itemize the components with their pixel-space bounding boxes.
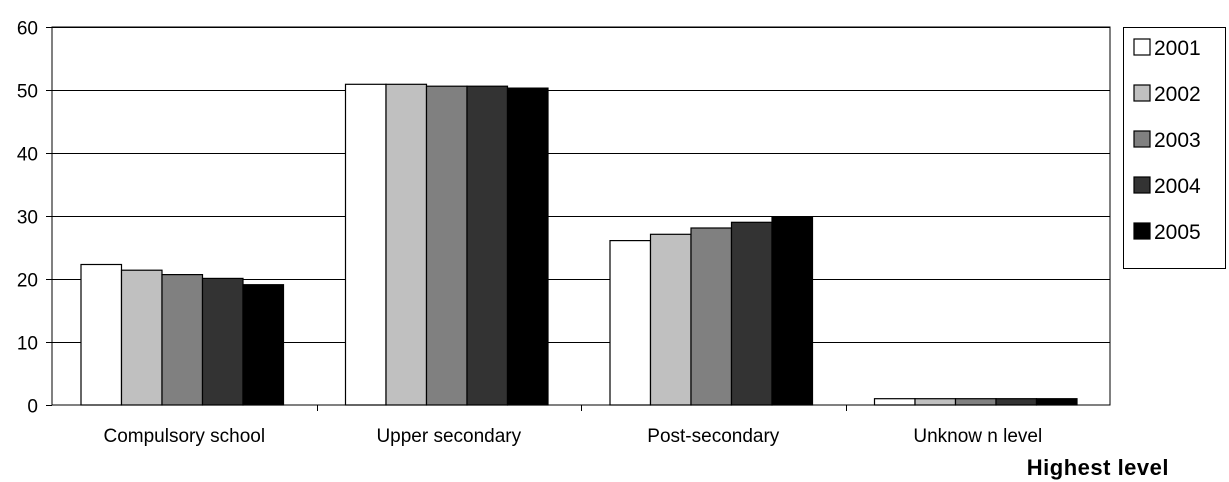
bar bbox=[649, 233, 692, 406]
bar bbox=[344, 83, 387, 406]
bar bbox=[730, 221, 773, 406]
bar bbox=[120, 269, 163, 406]
x-tick-label: Post-secondary bbox=[647, 426, 780, 447]
bar bbox=[161, 274, 204, 406]
legend-swatch bbox=[1133, 222, 1151, 240]
legend-swatch bbox=[1133, 130, 1151, 148]
legend-label: 2004 bbox=[1154, 175, 1201, 198]
bar bbox=[385, 83, 428, 406]
x-tick-label: Compulsory school bbox=[104, 426, 266, 447]
y-tick-label: 30 bbox=[17, 208, 38, 229]
bar bbox=[242, 284, 285, 406]
y-axis-ticks: 0 10 20 30 40 50 60 bbox=[17, 19, 52, 418]
x-axis-ticks: Compulsory school Upper secondary Post-sec… bbox=[104, 405, 1042, 447]
y-tick-label: 0 bbox=[27, 397, 38, 418]
bar bbox=[873, 398, 916, 406]
x-tick-label: Unknow n level bbox=[913, 426, 1042, 447]
bar bbox=[954, 398, 997, 406]
legend-label: 2005 bbox=[1154, 221, 1201, 244]
y-tick-label: 10 bbox=[17, 334, 38, 355]
y-tick-label: 20 bbox=[17, 271, 38, 292]
legend-swatch bbox=[1133, 38, 1151, 56]
x-tick-label: Upper secondary bbox=[376, 426, 521, 447]
bars bbox=[80, 83, 1078, 406]
y-tick-label: 60 bbox=[17, 19, 38, 40]
legend: 2001 2002 2003 2004 2005 bbox=[1123, 27, 1226, 269]
bar bbox=[914, 398, 957, 406]
bar bbox=[466, 85, 509, 406]
y-tick-label: 40 bbox=[17, 145, 38, 166]
bar bbox=[201, 277, 244, 406]
bar bbox=[609, 240, 652, 406]
bar bbox=[506, 87, 549, 406]
legend-swatch bbox=[1133, 176, 1151, 194]
bar bbox=[80, 263, 123, 406]
bar bbox=[690, 227, 733, 406]
bar bbox=[771, 216, 814, 406]
bar bbox=[1035, 398, 1078, 406]
bar bbox=[425, 85, 468, 406]
bar bbox=[995, 398, 1038, 406]
legend-label: 2003 bbox=[1154, 129, 1201, 152]
y-tick-label: 50 bbox=[17, 82, 38, 103]
legend-swatch bbox=[1133, 84, 1151, 102]
x-axis-title: Highest level bbox=[1027, 455, 1169, 480]
legend-label: 2002 bbox=[1154, 83, 1201, 106]
legend-label: 2001 bbox=[1154, 37, 1201, 60]
